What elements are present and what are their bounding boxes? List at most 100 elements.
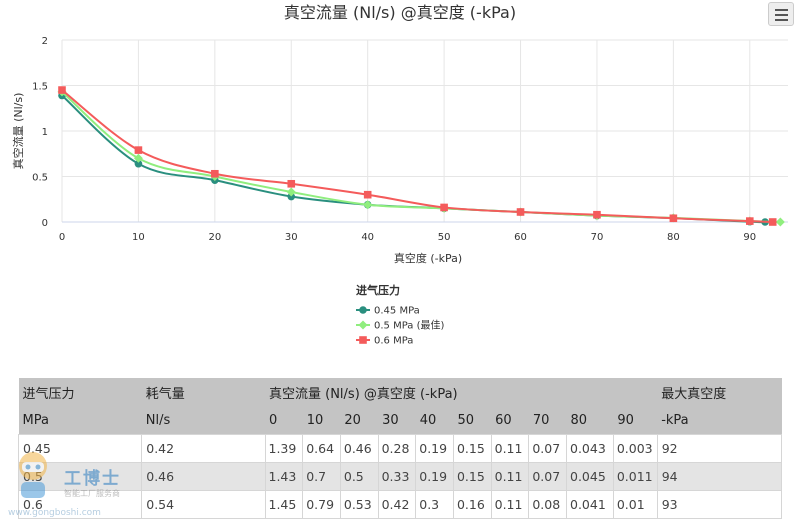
table-cell: 0.041 xyxy=(566,490,614,519)
table-row: 0.6 0.54 1.45 0.79 0.53 0.42 0.3 0.16 0.11 0.08 0.… xyxy=(17,490,783,519)
x-tick-label: 80 xyxy=(667,232,680,243)
data-point xyxy=(593,210,601,219)
table-cell: 0.46 xyxy=(141,462,266,491)
table-cell: 0.11 xyxy=(490,462,530,491)
data-point xyxy=(287,192,296,201)
table-row: 0.5 0.46 1.43 0.7 0.5 0.33 0.19 0.15 0.11 0.07 0.0… xyxy=(17,462,783,491)
table-unit-row: MPa Nl/s 0 10 20 30 40 50 60 70 80 90 -k… xyxy=(18,406,782,435)
chart-title: 真空流量 (Nl/s) @真空度 (-kPa) xyxy=(284,3,516,22)
legend: 进气压力 0.45 MPa 0.5 MPa (最佳) 0.6 MPa xyxy=(356,283,444,347)
x-tick-label: 40 xyxy=(361,232,374,243)
series-line xyxy=(61,91,781,223)
unit-cell: 80 xyxy=(566,406,614,435)
legend-label: 0.6 MPa xyxy=(374,336,413,347)
table-cell: 0.5 xyxy=(17,462,143,491)
table-cell: 0.19 xyxy=(415,462,454,491)
table-cell: 0.11 xyxy=(490,434,530,463)
table-cell: 1.39 xyxy=(264,434,304,463)
x-tick-label: 90 xyxy=(743,232,756,243)
data-point xyxy=(133,153,143,163)
table-cell: 0.53 xyxy=(339,490,379,519)
data-point xyxy=(775,217,785,227)
table-cell: 0.45 xyxy=(17,434,143,463)
unit-cell: MPa xyxy=(18,406,142,435)
data-point xyxy=(363,190,372,199)
vacuum-flow-chart: 真空流量 (Nl/s) @真空度 (-kPa) 0 10 20 30 40 50 60 70 8… xyxy=(11,3,788,347)
table-cell: 0.6 xyxy=(17,490,143,519)
table-cell: 0.07 xyxy=(528,462,567,491)
table-cell: 0.42 xyxy=(377,490,417,519)
unit-cell: 0 xyxy=(265,406,303,435)
header-air-consumption: 耗气量 xyxy=(141,378,265,406)
legend-item: 0.5 MPa (最佳) xyxy=(356,319,444,332)
header-inlet-pressure: 进气压力 xyxy=(18,378,142,406)
table-cell: 0.28 xyxy=(377,434,417,463)
unit-cell: 40 xyxy=(415,406,454,435)
table-cell: 0.003 xyxy=(612,434,658,463)
legend-item: 0.6 MPa xyxy=(356,336,413,347)
unit-cell: 30 xyxy=(378,406,416,435)
table-header-row: 进气压力 耗气量 真空流量 (Nl/s) @真空度 (-kPa) 最大真空度 xyxy=(18,378,782,406)
data-point xyxy=(287,179,296,188)
chart-grid xyxy=(61,39,788,223)
table-cell: 0.79 xyxy=(302,490,341,519)
data-point xyxy=(58,86,66,94)
unit-cell: 90 xyxy=(613,406,658,435)
legend-label: 0.5 MPa (最佳) xyxy=(374,319,444,332)
spec-table: 进气压力 耗气量 真空流量 (Nl/s) @真空度 (-kPa) 最大真空度 M… xyxy=(17,378,783,519)
table-cell: 1.45 xyxy=(264,490,304,519)
table-cell: 0.3 xyxy=(415,490,454,519)
unit-cell: -kPa xyxy=(657,406,782,435)
unit-cell: 60 xyxy=(491,406,529,435)
series-0-45-MPa xyxy=(58,91,769,226)
data-point xyxy=(440,203,448,212)
x-tick-label: 20 xyxy=(208,232,221,243)
data-point xyxy=(359,306,367,314)
y-tick-label: 2 xyxy=(42,36,48,47)
table-cell: 0.7 xyxy=(302,462,341,491)
table-cell: 92 xyxy=(656,434,783,463)
series-line xyxy=(61,89,773,223)
x-tick-label: 10 xyxy=(132,232,145,243)
table-cell: 1.43 xyxy=(264,462,304,491)
y-tick-label: 0 xyxy=(42,218,48,229)
y-tick-label: 1 xyxy=(42,127,48,138)
unit-cell: Nl/s xyxy=(141,406,265,435)
series-0-5-MPa- xyxy=(57,87,785,227)
data-point xyxy=(134,146,143,154)
table-cell: 0.64 xyxy=(302,434,341,463)
table-cell: 93 xyxy=(656,490,783,519)
series-layer xyxy=(57,86,785,227)
series-0-6-MPa xyxy=(58,86,777,226)
x-tick-label: 70 xyxy=(591,232,604,243)
data-point xyxy=(669,214,678,223)
unit-cell: 10 xyxy=(302,406,341,435)
y-tick-label: 0.5 xyxy=(32,173,48,184)
x-tick-label: 0 xyxy=(59,232,65,243)
legend-label: 0.45 MPa xyxy=(374,306,420,317)
table-cell: 0.11 xyxy=(490,490,530,519)
table-cell: 0.19 xyxy=(415,434,454,463)
table-cell: 0.045 xyxy=(566,462,614,491)
table-cell: 0.15 xyxy=(452,462,492,491)
header-vacuum-flow: 真空流量 (Nl/s) @真空度 (-kPa) xyxy=(265,378,658,406)
legend-title: 进气压力 xyxy=(356,283,400,297)
unit-cell: 50 xyxy=(453,406,492,435)
legend-item: 0.45 MPa xyxy=(356,306,420,317)
data-point xyxy=(359,336,367,344)
y-axis-ticks: 0 0.5 1 1.5 2 xyxy=(32,36,48,229)
data-point xyxy=(358,320,368,330)
y-tick-label: 1.5 xyxy=(32,82,48,93)
table-cell: 0.07 xyxy=(528,434,567,463)
data-point xyxy=(745,217,754,225)
table-cell: 0.043 xyxy=(566,434,614,463)
table-cell: 94 xyxy=(656,462,783,491)
x-axis-label: 真空度 (-kPa) xyxy=(394,251,462,265)
table-cell: 0.08 xyxy=(528,490,567,519)
data-point xyxy=(134,159,143,168)
data-point xyxy=(516,208,525,216)
hamburger-menu-icon[interactable] xyxy=(768,2,794,26)
table-cell: 0.46 xyxy=(339,434,379,463)
data-point xyxy=(286,187,296,197)
table-cell: 0.15 xyxy=(452,434,492,463)
